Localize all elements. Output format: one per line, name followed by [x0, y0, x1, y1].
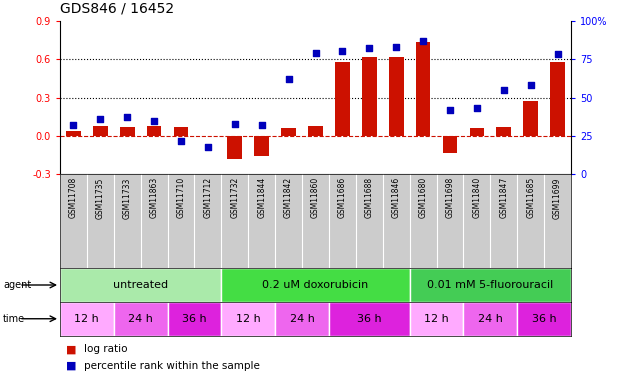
Text: GSM11735: GSM11735	[96, 177, 105, 219]
Text: GSM11863: GSM11863	[150, 177, 158, 218]
Bar	[174, 127, 189, 136]
Bar	[389, 57, 404, 136]
Point	[257, 122, 267, 128]
Bar	[410, 302, 463, 336]
Text: GSM11846: GSM11846	[392, 177, 401, 218]
Bar	[469, 128, 485, 136]
Text: ■: ■	[66, 361, 77, 370]
Point	[526, 82, 536, 88]
Text: GSM11688: GSM11688	[365, 177, 374, 218]
Bar	[550, 62, 565, 136]
Point	[364, 45, 374, 51]
Point	[68, 122, 78, 128]
Point	[95, 116, 105, 122]
Point	[310, 50, 321, 56]
Text: percentile rank within the sample: percentile rank within the sample	[84, 361, 260, 370]
Point	[338, 48, 348, 54]
Bar	[60, 302, 114, 336]
Bar	[362, 57, 377, 136]
Bar	[416, 42, 430, 136]
Bar	[221, 268, 410, 302]
Bar	[60, 268, 221, 302]
Text: GSM11732: GSM11732	[230, 177, 239, 218]
Text: GSM11698: GSM11698	[445, 177, 454, 218]
Text: 0.2 uM doxorubicin: 0.2 uM doxorubicin	[262, 280, 369, 290]
Bar	[442, 136, 457, 153]
Bar	[114, 302, 168, 336]
Text: GSM11680: GSM11680	[418, 177, 428, 218]
Text: log ratio: log ratio	[84, 345, 127, 354]
Bar	[497, 127, 511, 136]
Point	[391, 44, 401, 50]
Text: 36 h: 36 h	[182, 314, 207, 324]
Bar	[523, 101, 538, 136]
Point	[149, 118, 159, 124]
Point	[230, 121, 240, 127]
Text: 24 h: 24 h	[478, 314, 503, 324]
Bar	[66, 131, 81, 136]
Bar	[275, 302, 329, 336]
Text: 12 h: 12 h	[74, 314, 99, 324]
Point	[445, 107, 455, 113]
Point	[283, 76, 293, 82]
Text: GSM11842: GSM11842	[284, 177, 293, 218]
Text: GSM11860: GSM11860	[311, 177, 320, 218]
Text: 36 h: 36 h	[532, 314, 557, 324]
Point	[418, 38, 428, 44]
Point	[498, 87, 509, 93]
Text: GSM11712: GSM11712	[203, 177, 213, 218]
Text: GSM11733: GSM11733	[122, 177, 132, 219]
Text: GSM11699: GSM11699	[553, 177, 562, 219]
Bar	[329, 302, 410, 336]
Text: GSM11710: GSM11710	[177, 177, 186, 218]
Text: 12 h: 12 h	[236, 314, 261, 324]
Bar	[335, 62, 350, 136]
Point	[122, 114, 133, 120]
Text: GSM11685: GSM11685	[526, 177, 535, 218]
Bar	[227, 136, 242, 159]
Bar	[120, 127, 134, 136]
Text: agent: agent	[3, 280, 32, 290]
Bar	[463, 302, 517, 336]
Text: 24 h: 24 h	[290, 314, 314, 324]
Bar	[254, 136, 269, 156]
Text: time: time	[3, 314, 25, 324]
Bar	[308, 126, 323, 136]
Text: GSM11840: GSM11840	[473, 177, 481, 218]
Bar	[221, 302, 275, 336]
Text: untreated: untreated	[113, 280, 168, 290]
Point	[553, 51, 563, 57]
Text: GSM11686: GSM11686	[338, 177, 347, 218]
Text: 36 h: 36 h	[357, 314, 382, 324]
Bar	[93, 126, 108, 136]
Bar	[281, 128, 296, 136]
Point	[176, 138, 186, 144]
Text: GSM11847: GSM11847	[499, 177, 509, 218]
Point	[472, 105, 482, 111]
Bar	[168, 302, 221, 336]
Text: 24 h: 24 h	[128, 314, 153, 324]
Point	[203, 144, 213, 150]
Bar	[410, 268, 571, 302]
Text: GDS846 / 16452: GDS846 / 16452	[60, 1, 174, 15]
Text: 0.01 mM 5-fluorouracil: 0.01 mM 5-fluorouracil	[427, 280, 553, 290]
Bar	[517, 302, 571, 336]
Text: 12 h: 12 h	[424, 314, 449, 324]
Text: GSM11708: GSM11708	[69, 177, 78, 218]
Text: ■: ■	[66, 345, 77, 354]
Bar	[146, 126, 162, 136]
Text: GSM11844: GSM11844	[257, 177, 266, 218]
